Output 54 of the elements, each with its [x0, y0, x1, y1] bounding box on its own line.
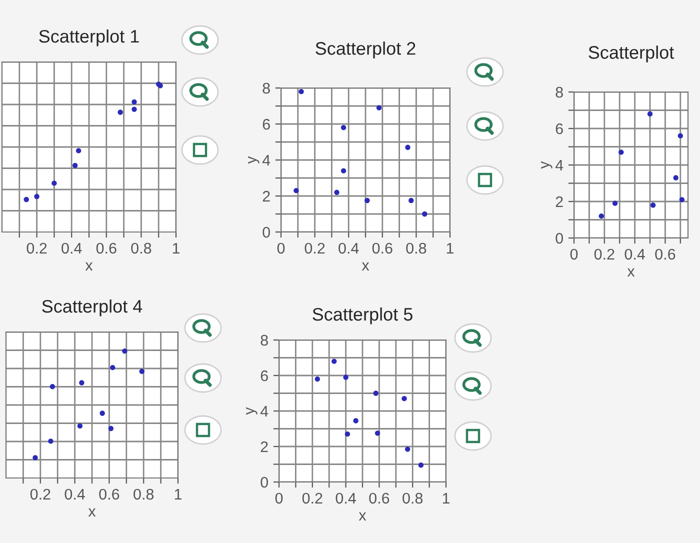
y-tick-label: 4: [555, 160, 564, 171]
x-axis-title: x: [85, 262, 93, 271]
x-tick-label: 0.2: [30, 488, 50, 500]
x-axis-title: x: [88, 508, 96, 517]
chart-title: Scatterplot 4: [42, 299, 142, 316]
y-tick-label: 2: [262, 190, 270, 202]
x-tick-label: 0.4: [624, 248, 645, 260]
y-tick-label: 2: [260, 441, 268, 452]
x-tick-label: 0.2: [594, 248, 614, 260]
x-tick-label: 0.6: [372, 242, 392, 254]
x-tick-label: 0.4: [336, 492, 356, 504]
x-tick-label: 0.8: [402, 492, 423, 504]
y-tick-label: 0: [260, 476, 268, 488]
chart-title: Scatterplot: [588, 46, 674, 62]
y-tick-label: 0: [556, 232, 563, 244]
y-tick-label: 4: [260, 406, 268, 417]
x-tick-label: 0.4: [62, 242, 82, 254]
x-tick-label: 0.2: [302, 492, 322, 504]
x-tick-label: 1: [446, 242, 454, 254]
y-tick-label: 8: [262, 82, 270, 94]
x-tick-label: 0.4: [64, 488, 85, 500]
x-tick-label: 0.6: [655, 248, 676, 260]
x-tick-label: 0.2: [26, 242, 47, 254]
y-axis-title: y: [246, 407, 258, 415]
y-axis-title: y: [248, 156, 260, 164]
x-tick-label: 0.4: [338, 242, 359, 254]
x-axis-title: x: [627, 268, 635, 277]
x-tick-label: 1: [442, 492, 450, 504]
chart-title: Scatterplot 2: [316, 42, 416, 58]
y-tick-label: 2: [556, 196, 563, 208]
x-axis-title: x: [358, 512, 366, 521]
y-tick-label: 6: [556, 123, 563, 134]
y-tick-label: 0: [262, 226, 270, 238]
x-tick-label: 0.8: [406, 242, 426, 254]
y-tick-label: 6: [262, 118, 270, 130]
chart-title: Scatterplot 1: [39, 29, 139, 46]
x-tick-label: 0.6: [99, 488, 120, 500]
x-axis-title: x: [362, 262, 370, 271]
y-tick-label: 8: [260, 334, 268, 346]
y-tick-label: 6: [260, 370, 268, 382]
x-tick-label: 0: [277, 242, 285, 254]
x-tick-label: 0.6: [96, 242, 116, 254]
x-tick-label: 0.8: [134, 488, 154, 500]
x-tick-label: 1: [172, 242, 180, 254]
x-tick-label: 0: [275, 492, 283, 504]
x-tick-label: 0.8: [131, 242, 152, 254]
y-tick-label: 8: [556, 86, 563, 98]
x-tick-label: 0.2: [304, 242, 325, 254]
x-tick-label: 1: [174, 488, 182, 500]
chart-title: Scatterplot 5: [312, 307, 412, 324]
y-tick-label: 4: [262, 155, 270, 166]
x-tick-label: 0.6: [369, 492, 390, 504]
x-tick-label: 0: [570, 248, 578, 260]
y-axis-title: y: [541, 161, 552, 169]
